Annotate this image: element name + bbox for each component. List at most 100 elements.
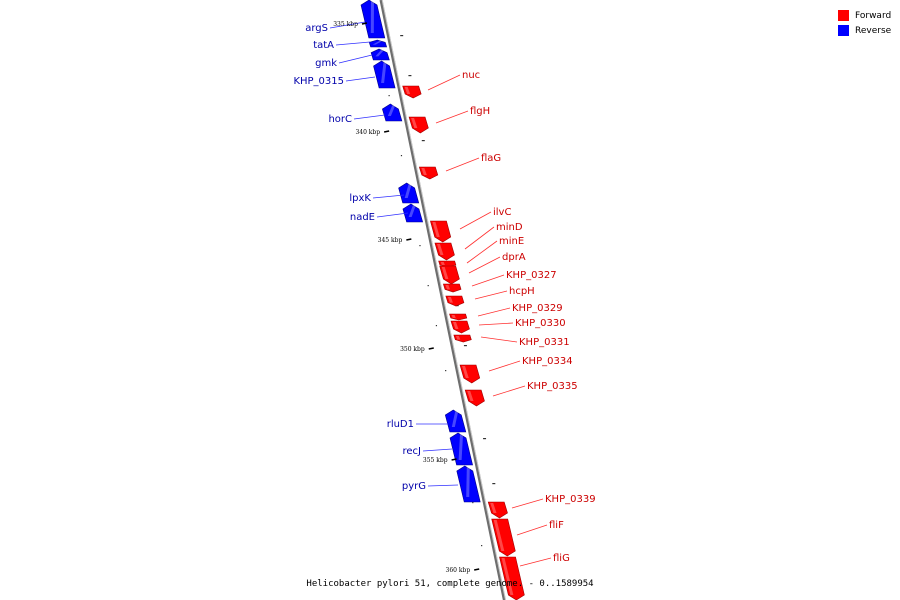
axis-dot [400, 155, 403, 157]
gene-KHP_0329[interactable]: KHP_0329 [449, 303, 563, 321]
gene-arrow[interactable] [418, 166, 439, 180]
axis-dot [388, 95, 390, 97]
gene-leader-line [516, 524, 548, 536]
gene-arrow[interactable] [398, 182, 420, 204]
gene-label: gmk [315, 58, 337, 69]
gene-shade [421, 168, 427, 175]
gene-arrow[interactable] [434, 242, 455, 261]
gene-KHP_0334[interactable]: KHP_0334 [459, 356, 573, 384]
gene-arrow[interactable] [487, 501, 508, 519]
gene-arrow[interactable] [408, 116, 429, 134]
gene-label: pyrG [402, 481, 426, 492]
gene-nadE[interactable]: nadE [350, 203, 424, 223]
gene-KHP_0315[interactable]: KHP_0315 [293, 60, 396, 89]
gene-label: ilvC [493, 207, 511, 218]
gene-label: fliF [549, 520, 564, 531]
gene-arrow[interactable] [456, 465, 481, 503]
gene-shade [452, 322, 459, 329]
gene-label: KHP_0331 [519, 337, 570, 348]
gene-argS[interactable]: argS [305, 0, 386, 39]
gene-arrow[interactable] [445, 295, 465, 307]
gene-arrow[interactable] [444, 409, 467, 433]
gene-flaG[interactable]: flaG [418, 153, 501, 180]
gene-arrow[interactable] [360, 0, 386, 39]
gene-nuc[interactable]: nuc [402, 70, 481, 99]
gene-dprA[interactable]: dprA [439, 252, 526, 285]
genome-axis-highlight [381, 0, 507, 600]
gene-shade [447, 297, 453, 303]
gene-shade [451, 315, 456, 318]
kbp-tick-label: 345 kbp [378, 237, 403, 244]
gene-arrow[interactable] [370, 48, 390, 61]
gene-KHP_0330[interactable]: KHP_0330 [450, 318, 566, 334]
gene-KHP_0339[interactable]: KHP_0339 [487, 494, 596, 519]
axis-dot [481, 545, 483, 547]
gene-arrow[interactable] [402, 85, 422, 99]
gene-tatA[interactable]: tatA [313, 39, 388, 51]
gene-leader-line [422, 448, 453, 452]
gene-fliG[interactable]: fliG [499, 553, 570, 600]
gene-arrow[interactable] [491, 518, 516, 557]
forward-swatch [838, 10, 849, 21]
gene-lpxK[interactable]: lpxK [349, 182, 420, 204]
gene-shade [467, 391, 474, 401]
gene-arrow[interactable] [453, 334, 472, 343]
gene-label: dprA [502, 252, 526, 263]
gene-arrow[interactable] [373, 60, 396, 89]
gene-arrow[interactable] [459, 364, 481, 384]
kbp-tick-label: 360 kbp [446, 567, 471, 574]
gene-KHP_0331[interactable]: KHP_0331 [453, 334, 570, 348]
gene-shade [493, 520, 505, 551]
gene-arrow[interactable] [464, 389, 485, 407]
gene-shade [458, 434, 464, 460]
axis-dot [445, 370, 447, 372]
genome-caption: Helicobacter pylori 51, complete genome.… [306, 579, 594, 589]
gene-rluD1[interactable]: rluD1 [387, 409, 467, 433]
gene-label: hcpH [509, 286, 535, 297]
gene-leader-line [492, 385, 526, 397]
gene-label: KHP_0330 [515, 318, 566, 329]
kbp-tick-label: 335 kbp [333, 21, 358, 28]
gene-shade [490, 503, 497, 513]
gene-label: flaG [481, 153, 501, 164]
gene-label: nuc [462, 70, 480, 81]
gene-label: rluD1 [387, 419, 414, 430]
gene-shade [440, 262, 445, 265]
axis-dot [483, 438, 487, 440]
gene-shade [381, 62, 387, 83]
gene-leader-line [372, 194, 405, 199]
gene-label: flgH [470, 106, 490, 117]
gene-arrow[interactable] [449, 313, 468, 321]
gene-arrow[interactable] [439, 265, 460, 285]
gene-KHP_0335[interactable]: KHP_0335 [464, 381, 578, 407]
gene-label: fliG [553, 553, 570, 564]
kbp-tick-label: 355 kbp [423, 457, 448, 464]
gene-KHP_0327[interactable]: KHP_0327 [442, 270, 557, 293]
gene-horC[interactable]: horC [328, 103, 403, 125]
gene-arrow[interactable] [430, 220, 452, 243]
axis-dot [421, 140, 425, 142]
gene-label: argS [305, 23, 328, 34]
gene-flgH[interactable]: flgH [408, 106, 490, 134]
gene-arrow[interactable] [449, 432, 473, 466]
gene-arrow[interactable] [402, 203, 424, 223]
gene-leader-line [511, 498, 544, 509]
gene-shade [501, 558, 514, 595]
gene-arrow[interactable] [442, 283, 462, 293]
gene-arrow[interactable] [382, 103, 403, 122]
axis-dot [435, 325, 438, 327]
gene-hcpH[interactable]: hcpH [445, 286, 535, 307]
gene-arrow[interactable] [368, 39, 388, 48]
gene-minD[interactable]: minD [434, 222, 523, 261]
gene-label: minE [499, 236, 524, 247]
gene-fliF[interactable]: fliF [491, 518, 564, 557]
gene-ilvC[interactable]: ilvC [430, 207, 511, 243]
gene-leader-line [466, 240, 498, 264]
axis-dot [463, 345, 467, 347]
gene-arrow[interactable] [499, 556, 525, 600]
gene-arrow[interactable] [450, 320, 470, 334]
gene-recJ[interactable]: recJ [403, 432, 473, 466]
gene-pyrG[interactable]: pyrG [402, 465, 481, 503]
legend-reverse-label: Reverse [855, 25, 892, 36]
gene-gmk[interactable]: gmk [315, 48, 390, 69]
